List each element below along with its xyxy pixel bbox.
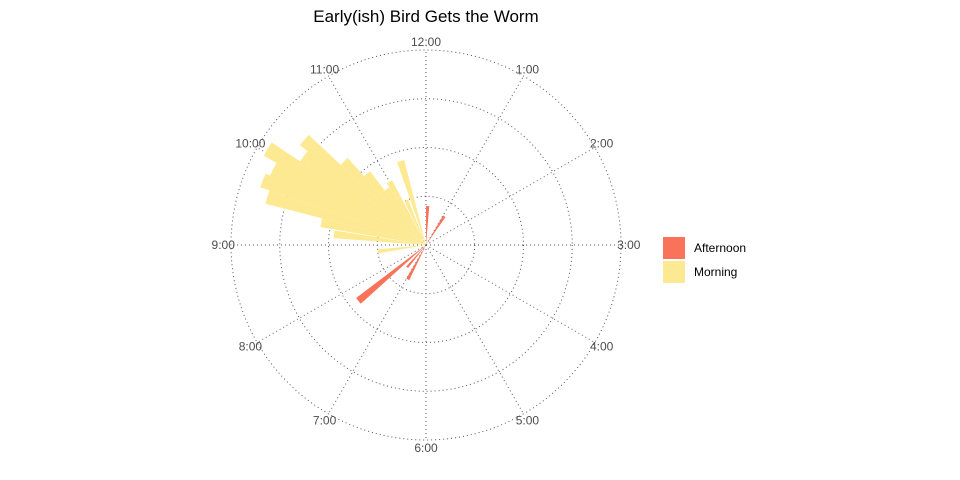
bar-morning	[300, 151, 426, 245]
bar-afternoon	[356, 245, 426, 304]
angle-tick-label: 12:00	[411, 35, 441, 49]
bar-morning	[404, 199, 426, 245]
bar-morning	[320, 218, 426, 245]
angle-tick-label: 7:00	[313, 414, 337, 428]
bar-morning	[340, 158, 426, 245]
angle-tick-label: 11:00	[310, 62, 339, 76]
bar-morning	[299, 134, 426, 245]
legend-item-afternoon: Afternoon	[663, 236, 746, 260]
angular-gridline	[425, 147, 596, 246]
bar-afternoon	[426, 215, 446, 245]
angular-gridline	[425, 244, 596, 343]
bar-afternoon	[406, 245, 426, 269]
bar-morning	[260, 173, 426, 245]
radial-gridline	[279, 98, 573, 392]
bar-morning	[397, 160, 426, 245]
angle-tick-labels: 12:00 1:00 2:00 3:00 4:00 5:00 6:00 7:00 8:00 9:0…	[212, 35, 641, 455]
angle-tick-label: 2:00	[590, 137, 614, 151]
angle-tick-label: 4:00	[590, 339, 614, 353]
bar-morning	[265, 190, 426, 245]
bar-afternoon	[426, 206, 430, 245]
bar-morning	[333, 230, 426, 245]
legend-label-afternoon: Afternoon	[694, 241, 747, 255]
bar-layer	[260, 134, 446, 304]
angle-tick-label: 3:00	[617, 238, 641, 252]
legend-key-morning	[663, 261, 685, 283]
angular-gridline	[425, 244, 524, 415]
angular-gridline	[256, 244, 427, 343]
bar-afternoon	[406, 245, 426, 281]
radial-gridline	[328, 147, 524, 343]
bar-morning	[263, 142, 426, 245]
angle-tick-label: 1:00	[516, 62, 540, 76]
legend-label-morning: Morning	[694, 265, 738, 279]
angle-tick-label: 9:00	[212, 238, 236, 252]
angle-tick-label: 8:00	[239, 339, 263, 353]
legend-item-morning: Morning	[663, 260, 746, 284]
bar-morning	[377, 245, 426, 254]
legend-key-afternoon	[663, 237, 685, 259]
bar-morning	[364, 171, 426, 245]
bar-morning	[270, 162, 426, 245]
angle-tick-label: 10:00	[235, 137, 265, 151]
legend: Afternoon Morning	[663, 236, 746, 284]
angle-tick-label: 6:00	[414, 441, 438, 455]
radial-gridline	[230, 49, 622, 441]
angle-tick-label: 5:00	[516, 414, 540, 428]
chart-title: Early(ish) Bird Gets the Worm	[313, 7, 539, 26]
bar-morning	[386, 180, 426, 245]
bar-morning	[384, 187, 426, 245]
